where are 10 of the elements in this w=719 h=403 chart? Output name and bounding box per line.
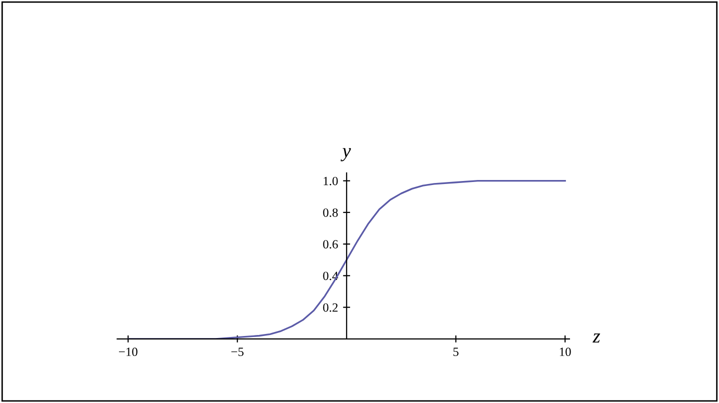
y-tick-label: 0.8 [323,208,338,217]
y-tick-label: 0.6 [323,240,338,249]
y-tick-label: 1.0 [324,176,338,186]
x-tick-label: −5 [231,348,244,356]
y-axis-title: y [340,148,351,162]
x-tick-label: 10 [560,348,571,356]
x-axis-title: z [592,334,600,342]
x-tick-label: 5 [453,348,458,356]
y-tick-label: 0.2 [323,303,338,312]
x-tick-label: −10 [118,348,138,356]
